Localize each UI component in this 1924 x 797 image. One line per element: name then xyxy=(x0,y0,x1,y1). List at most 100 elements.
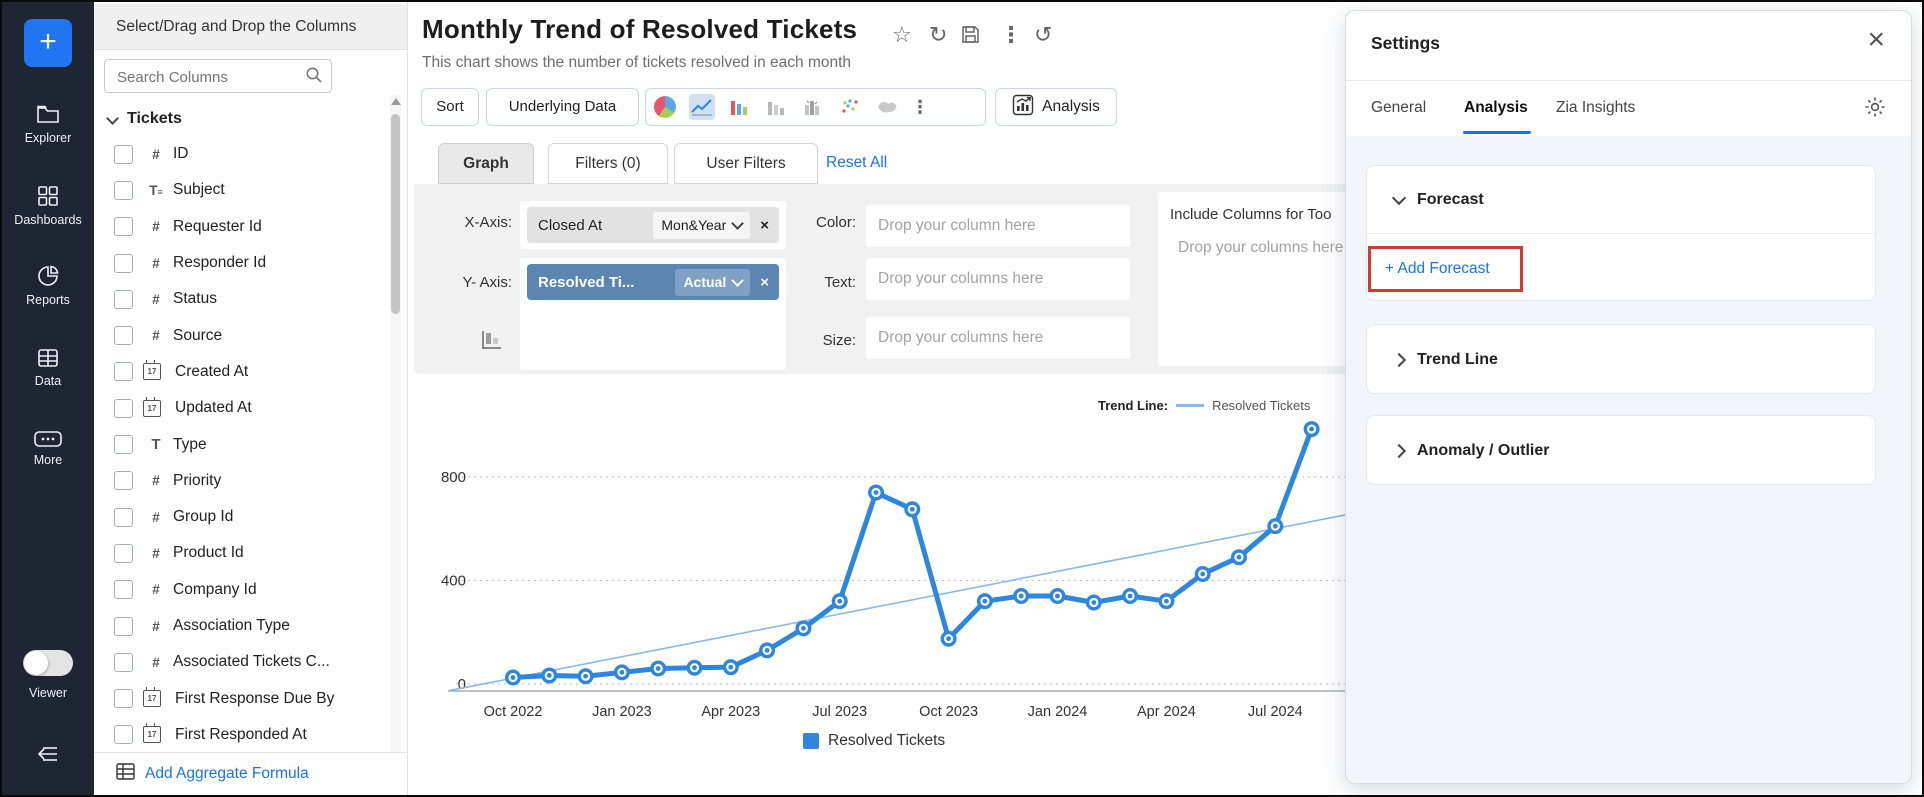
column-item[interactable]: T Type xyxy=(94,426,394,462)
checkbox[interactable] xyxy=(114,217,133,237)
search-columns-box[interactable] xyxy=(104,59,332,93)
sidebar-item-dashboards[interactable]: Dashboards xyxy=(2,184,94,227)
undo-icon[interactable]: ↺ xyxy=(1034,22,1053,47)
remove-x-field-icon[interactable]: × xyxy=(760,216,769,234)
forecast-section: Forecast + Add Forecast xyxy=(1366,165,1876,301)
column-item[interactable]: 17 First Responded At xyxy=(94,717,394,753)
column-label: Requester Id xyxy=(173,217,262,235)
checkbox[interactable] xyxy=(114,507,133,527)
x-axis-dropzone[interactable]: Closed At Mon&Year × xyxy=(520,201,786,249)
gear-icon[interactable] xyxy=(1863,95,1887,124)
scroll-up-arrow[interactable] xyxy=(391,98,401,105)
column-item[interactable]: # Requester Id xyxy=(94,209,394,245)
column-item[interactable]: # Association Type xyxy=(94,608,394,644)
column-item[interactable]: 17 Created At xyxy=(94,354,394,390)
save-icon[interactable] xyxy=(961,25,980,48)
sort-button[interactable]: Sort xyxy=(421,88,479,126)
column-item[interactable]: # Source xyxy=(94,317,394,353)
column-label: Association Type xyxy=(173,617,290,634)
search-input[interactable] xyxy=(115,61,305,93)
column-item[interactable]: # Status xyxy=(94,281,394,317)
checkbox[interactable] xyxy=(114,435,133,455)
size-dropzone[interactable]: Drop your columns here xyxy=(866,317,1130,359)
checkbox[interactable] xyxy=(114,144,133,164)
line-chart-icon[interactable] xyxy=(689,94,715,120)
column-item[interactable]: # Associated Tickets C... xyxy=(94,644,394,680)
forecast-section-header[interactable]: Forecast xyxy=(1367,166,1875,233)
x-aggregation-dropdown[interactable]: Mon&Year xyxy=(653,211,751,239)
chart-type-more-icon[interactable]: ⋮ xyxy=(911,96,929,117)
sidebar-item-reports[interactable]: Reports xyxy=(2,264,94,307)
tab-filters[interactable]: Filters (0) xyxy=(548,143,668,184)
checkbox[interactable] xyxy=(114,543,133,563)
tab-graph[interactable]: Graph xyxy=(438,143,534,184)
column-item[interactable]: # Company Id xyxy=(94,572,394,608)
checkbox[interactable] xyxy=(114,652,133,672)
column-item[interactable]: # Group Id xyxy=(94,499,394,535)
checkbox[interactable] xyxy=(114,253,133,273)
table-group-tickets[interactable]: Tickets xyxy=(106,110,182,128)
sidebar-scrollbar[interactable] xyxy=(390,94,401,762)
sidebar-item-explorer[interactable]: Explorer xyxy=(2,102,94,145)
column-item[interactable]: # Priority xyxy=(94,463,394,499)
color-dropzone[interactable]: Drop your column here xyxy=(866,205,1130,247)
remove-y-field-icon[interactable]: × xyxy=(760,273,769,291)
map-chart-icon[interactable] xyxy=(874,94,900,120)
highlight-annotation-box: + Add Forecast xyxy=(1368,246,1523,292)
checkbox[interactable] xyxy=(114,580,133,600)
y-axis-sort-icon[interactable] xyxy=(480,330,502,355)
bar-chart-icon[interactable] xyxy=(726,94,752,120)
column-item[interactable]: T≡ Subject xyxy=(94,172,394,208)
y-aggregation-dropdown[interactable]: Actual xyxy=(675,268,751,296)
add-forecast-link[interactable]: + Add Forecast xyxy=(1385,260,1490,277)
underlying-data-button[interactable]: Underlying Data xyxy=(486,88,639,126)
checkbox[interactable] xyxy=(114,689,133,709)
column-item[interactable]: 17 First Response Due By xyxy=(94,680,394,716)
checkbox[interactable] xyxy=(114,616,133,636)
stacked-bar-icon[interactable] xyxy=(763,94,789,120)
sidebar-item-more[interactable]: More xyxy=(2,430,94,467)
viewer-toggle[interactable] xyxy=(23,650,73,676)
checkbox[interactable] xyxy=(114,289,133,309)
analysis-chart-icon xyxy=(1012,94,1034,121)
column-item[interactable]: 17 Updated At xyxy=(94,390,394,426)
checkbox[interactable] xyxy=(114,326,133,346)
close-icon[interactable]: × xyxy=(1867,23,1885,56)
checkbox[interactable] xyxy=(114,180,133,200)
y-axis-chip[interactable]: Resolved Ti... Actual × xyxy=(527,264,779,300)
scatter-plot-icon[interactable] xyxy=(837,94,863,120)
number-icon: # xyxy=(152,618,160,634)
column-item[interactable]: # Responder Id xyxy=(94,245,394,281)
y-axis-dropzone[interactable]: Resolved Ti... Actual × xyxy=(520,258,786,370)
tab-zia-insights[interactable]: Zia Insights xyxy=(1556,99,1636,116)
checkbox[interactable] xyxy=(114,398,133,418)
checkbox[interactable] xyxy=(114,471,133,491)
refresh-icon[interactable]: ↻ xyxy=(929,22,948,47)
tab-analysis[interactable]: Analysis xyxy=(1464,99,1528,116)
collapse-rail-button[interactable] xyxy=(2,744,94,769)
checkbox[interactable] xyxy=(114,362,133,382)
column-item[interactable]: # Product Id xyxy=(94,535,394,571)
grouped-bar-icon[interactable] xyxy=(800,94,826,120)
x-axis-chip[interactable]: Closed At Mon&Year × xyxy=(527,207,779,243)
create-new-button[interactable]: + xyxy=(24,19,72,67)
pie-chart-icon[interactable] xyxy=(652,94,678,120)
tab-user-filters[interactable]: User Filters xyxy=(674,143,818,184)
reset-all-link[interactable]: Reset All xyxy=(826,154,888,171)
scrollbar-thumb[interactable] xyxy=(391,114,400,314)
tooltip-columns-panel[interactable]: Include Columns for Too Drop your column… xyxy=(1158,192,1364,366)
column-item[interactable]: # ID xyxy=(94,136,394,172)
checkbox[interactable] xyxy=(114,725,133,745)
color-label: Color: xyxy=(815,214,856,231)
y-axis-label: Y- Axis: xyxy=(462,274,512,291)
favorite-star-icon[interactable]: ☆ xyxy=(892,22,912,47)
add-aggregate-row[interactable]: Add Aggregate Formula xyxy=(94,752,407,795)
series-legend[interactable]: Resolved Tickets xyxy=(803,732,945,750)
tab-general[interactable]: General xyxy=(1371,99,1427,116)
sidebar-item-data[interactable]: Data xyxy=(2,347,94,388)
text-dropzone[interactable]: Drop your columns here xyxy=(866,258,1130,300)
title-menu-icon[interactable]: ⋮ xyxy=(1000,22,1022,47)
trend-line-section[interactable]: Trend Line xyxy=(1366,324,1876,394)
analysis-button[interactable]: Analysis xyxy=(995,88,1117,126)
anomaly-outlier-section[interactable]: Anomaly / Outlier xyxy=(1366,415,1876,485)
